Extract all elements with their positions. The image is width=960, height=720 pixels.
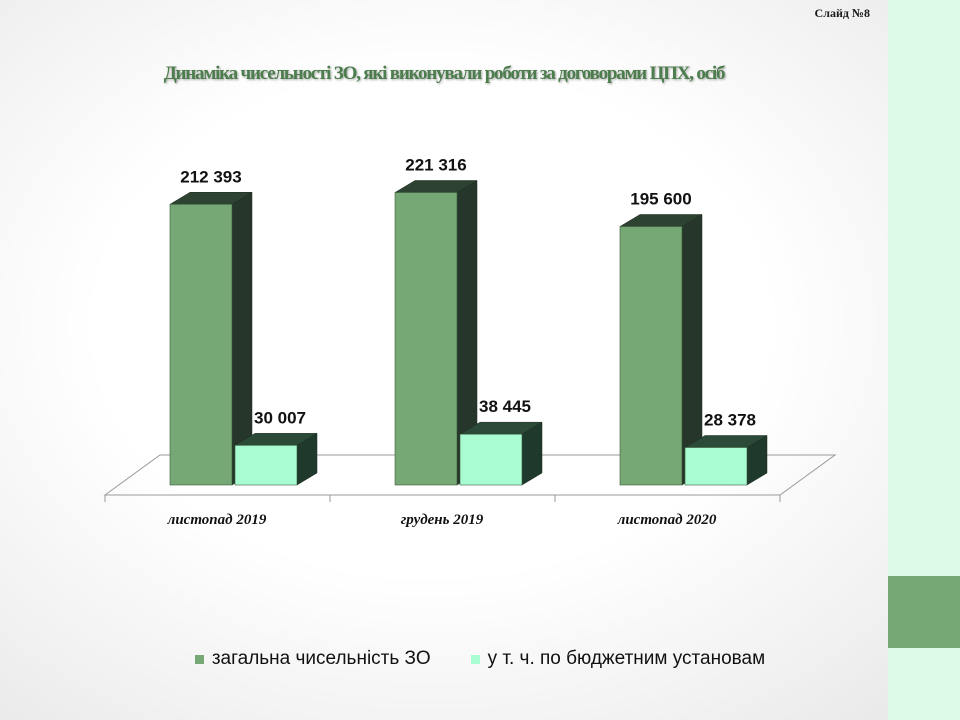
bar-total-front (619, 226, 683, 486)
value-label-budget: 38 445 (479, 397, 531, 416)
legend-item-total: загальна чисельність ЗО (194, 648, 431, 670)
bar-total-front (169, 203, 233, 486)
bar-budget (684, 435, 768, 486)
legend: загальна чисельність ЗО у т. ч. по бюдже… (0, 648, 960, 670)
bar-budget-front (234, 445, 298, 486)
value-label-budget: 28 378 (704, 410, 756, 429)
bar-total (619, 214, 703, 486)
category-label: листопад 2019 (167, 512, 267, 528)
bar-budget (459, 421, 543, 486)
chart-bars (169, 180, 768, 486)
value-label-budget: 30 007 (254, 408, 306, 427)
slide-number: Слайд №8 (814, 6, 870, 20)
legend-label-budget: у т. ч. по бюджетним установам (487, 648, 766, 669)
legend-swatch-total (194, 654, 204, 664)
bar-chart: 212 393 30 007 листопад 2019 221 316 38 445 г… (103, 155, 837, 528)
bar-total (394, 180, 478, 486)
category-label: листопад 2020 (617, 512, 717, 528)
bar-budget (234, 432, 318, 486)
side-accent-block (888, 576, 960, 648)
bar-budget-front (684, 447, 748, 486)
bar-budget-front (459, 433, 523, 486)
legend-swatch-budget (470, 654, 480, 664)
value-label-total: 221 316 (405, 155, 466, 174)
category-label: грудень 2019 (401, 512, 484, 528)
bar-total (169, 191, 253, 486)
chart-title: Динаміка чисельності ЗО, які виконували … (163, 63, 726, 84)
legend-label-total: загальна чисельність ЗО (211, 648, 431, 669)
value-label-total: 212 393 (180, 167, 241, 186)
chart-floor (103, 454, 837, 502)
legend-item-budget: у т. ч. по бюджетним установам (470, 648, 766, 670)
chart-labels: 212 393 30 007 листопад 2019 221 316 38 445 г… (167, 155, 756, 528)
value-label-total: 195 600 (630, 189, 691, 208)
bar-total-front (394, 192, 458, 486)
